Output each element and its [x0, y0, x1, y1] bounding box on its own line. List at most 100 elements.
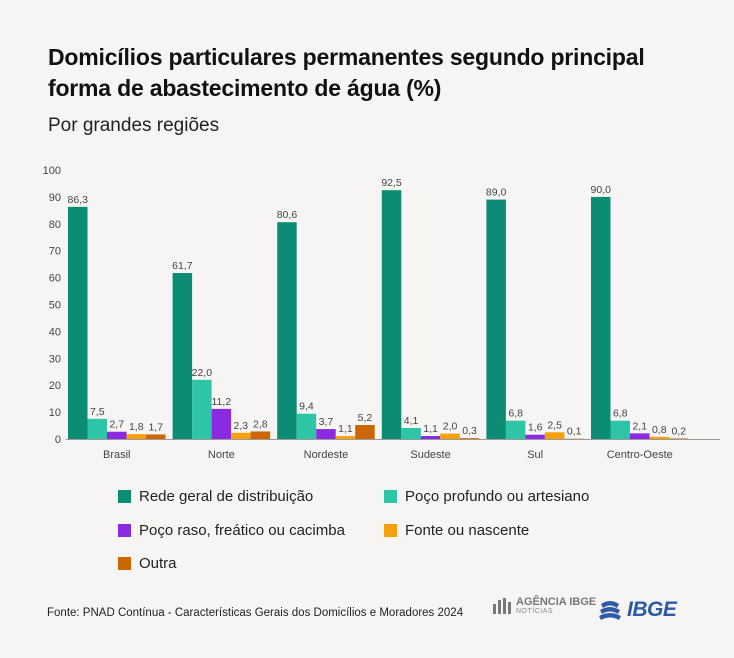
data-label: 1,8 [129, 421, 144, 433]
agency-name: AGÊNCIA IBGE [516, 596, 597, 608]
data-label: 2,7 [109, 419, 124, 431]
legend-swatch-poco-profundo [384, 490, 397, 503]
ibge-wordmark: IBGE [627, 598, 677, 621]
y-tick-label: 40 [49, 326, 61, 338]
legend-swatch-outra [118, 557, 131, 570]
bar [505, 420, 526, 439]
category-label: Norte [208, 449, 235, 461]
data-label: 2,0 [443, 421, 458, 433]
category-label: Brasil [103, 449, 131, 461]
legend-label: Poço profundo ou artesiano [405, 488, 590, 505]
bar [68, 206, 88, 439]
ibge-mark-icon [599, 601, 621, 620]
y-tick-label: 20 [49, 380, 61, 392]
legend-item-outra: Outra [118, 555, 177, 572]
data-label: 90,0 [591, 184, 612, 196]
agencia-ibge-logo: AGÊNCIA IBGE NOTÍCIAS [492, 597, 596, 615]
bar [211, 408, 232, 439]
bar [610, 420, 630, 439]
legend-swatch-poco-raso [118, 524, 131, 537]
legend-swatch-fonte [384, 524, 397, 537]
bar [316, 429, 336, 439]
data-label: 6,8 [508, 408, 523, 420]
agency-sub: NOTÍCIAS [516, 608, 554, 615]
data-label: 4,1 [404, 415, 419, 427]
agency-bars-icon [493, 598, 511, 614]
y-tick-label: 0 [55, 434, 61, 446]
bar [126, 434, 146, 439]
y-tick-label: 90 [49, 192, 61, 204]
ibge-logo: IBGE [597, 598, 677, 622]
legend-item-fonte: Fonte ou nascente [384, 522, 529, 539]
bar [459, 438, 480, 439]
data-label: 7,5 [90, 406, 105, 418]
data-label: 6,8 [613, 408, 628, 420]
data-label: 2,5 [547, 419, 562, 431]
data-label: 92,5 [381, 177, 402, 189]
bar [172, 273, 193, 439]
data-label: 5,2 [358, 412, 373, 424]
bar [440, 433, 460, 439]
data-label: 0,2 [671, 425, 686, 437]
data-label: 1,7 [148, 421, 163, 433]
data-label: 2,8 [253, 418, 268, 430]
bar [420, 436, 441, 439]
data-label: 3,7 [319, 416, 334, 428]
category-label: Centro-Oeste [607, 449, 673, 461]
bar [669, 438, 689, 440]
data-label: 11,2 [212, 396, 232, 408]
bar [401, 427, 421, 439]
bar [277, 222, 297, 439]
bar [192, 379, 212, 439]
bar [296, 413, 317, 439]
legend-swatch-rede [118, 490, 131, 503]
y-tick-label: 60 [49, 273, 61, 285]
y-tick-label: 100 [43, 165, 61, 177]
data-label: 22,0 [192, 367, 213, 379]
y-tick-label: 10 [49, 407, 61, 419]
bar [146, 434, 166, 439]
bar [355, 425, 375, 439]
legend-item-rede: Rede geral de distribuição [118, 488, 313, 505]
legend-label: Fonte ou nascente [405, 522, 530, 539]
data-label: 9,4 [299, 401, 314, 413]
chart-title: Domicílios particulares permanentes segu… [48, 44, 645, 101]
legend-item-poco-profundo: Poço profundo ou artesiano [384, 488, 589, 505]
source-note: Fonte: PNAD Contínua - Características G… [47, 607, 464, 619]
bar [544, 432, 565, 439]
bar [335, 436, 356, 439]
bar [87, 418, 107, 439]
bar [630, 433, 650, 439]
bar [591, 196, 611, 439]
data-label: 2,3 [234, 420, 249, 432]
category-label: Nordeste [304, 449, 349, 461]
data-label: 89,0 [486, 187, 507, 199]
category-label: Sul [527, 449, 543, 461]
bar [381, 190, 402, 439]
bar [107, 431, 127, 439]
y-tick-label: 30 [49, 353, 61, 365]
data-label: 86,3 [68, 194, 89, 206]
bar [231, 432, 251, 439]
bar [649, 436, 669, 439]
data-label: 0,1 [567, 426, 582, 438]
y-tick-label: 50 [49, 300, 61, 312]
bar [486, 199, 506, 439]
data-label: 80,6 [277, 209, 298, 221]
data-label: 0,8 [652, 424, 667, 436]
chart-subtitle: Por grandes regiões [48, 115, 220, 136]
legend-label: Rede geral de distribuição [139, 488, 314, 505]
data-label: 1,1 [423, 423, 438, 435]
category-label: Sudeste [410, 449, 450, 461]
bar-chart: 0 10 20 30 40 50 60 70 80 90 100 86,3 61,7 80,6 92,5 89… [43, 165, 720, 461]
data-label: 1,6 [528, 422, 543, 434]
legend-label: Poço raso, freático ou cacimba [139, 522, 345, 539]
legend-label: Outra [139, 555, 177, 572]
bar [250, 431, 271, 439]
y-tick-label: 70 [49, 246, 61, 258]
data-label: 1,1 [338, 423, 353, 435]
data-label: 61,7 [172, 260, 193, 272]
data-label: 0,3 [462, 425, 477, 437]
data-label: 2,1 [632, 420, 647, 432]
legend-item-poco-raso: Poço raso, freático ou cacimba [118, 522, 345, 539]
